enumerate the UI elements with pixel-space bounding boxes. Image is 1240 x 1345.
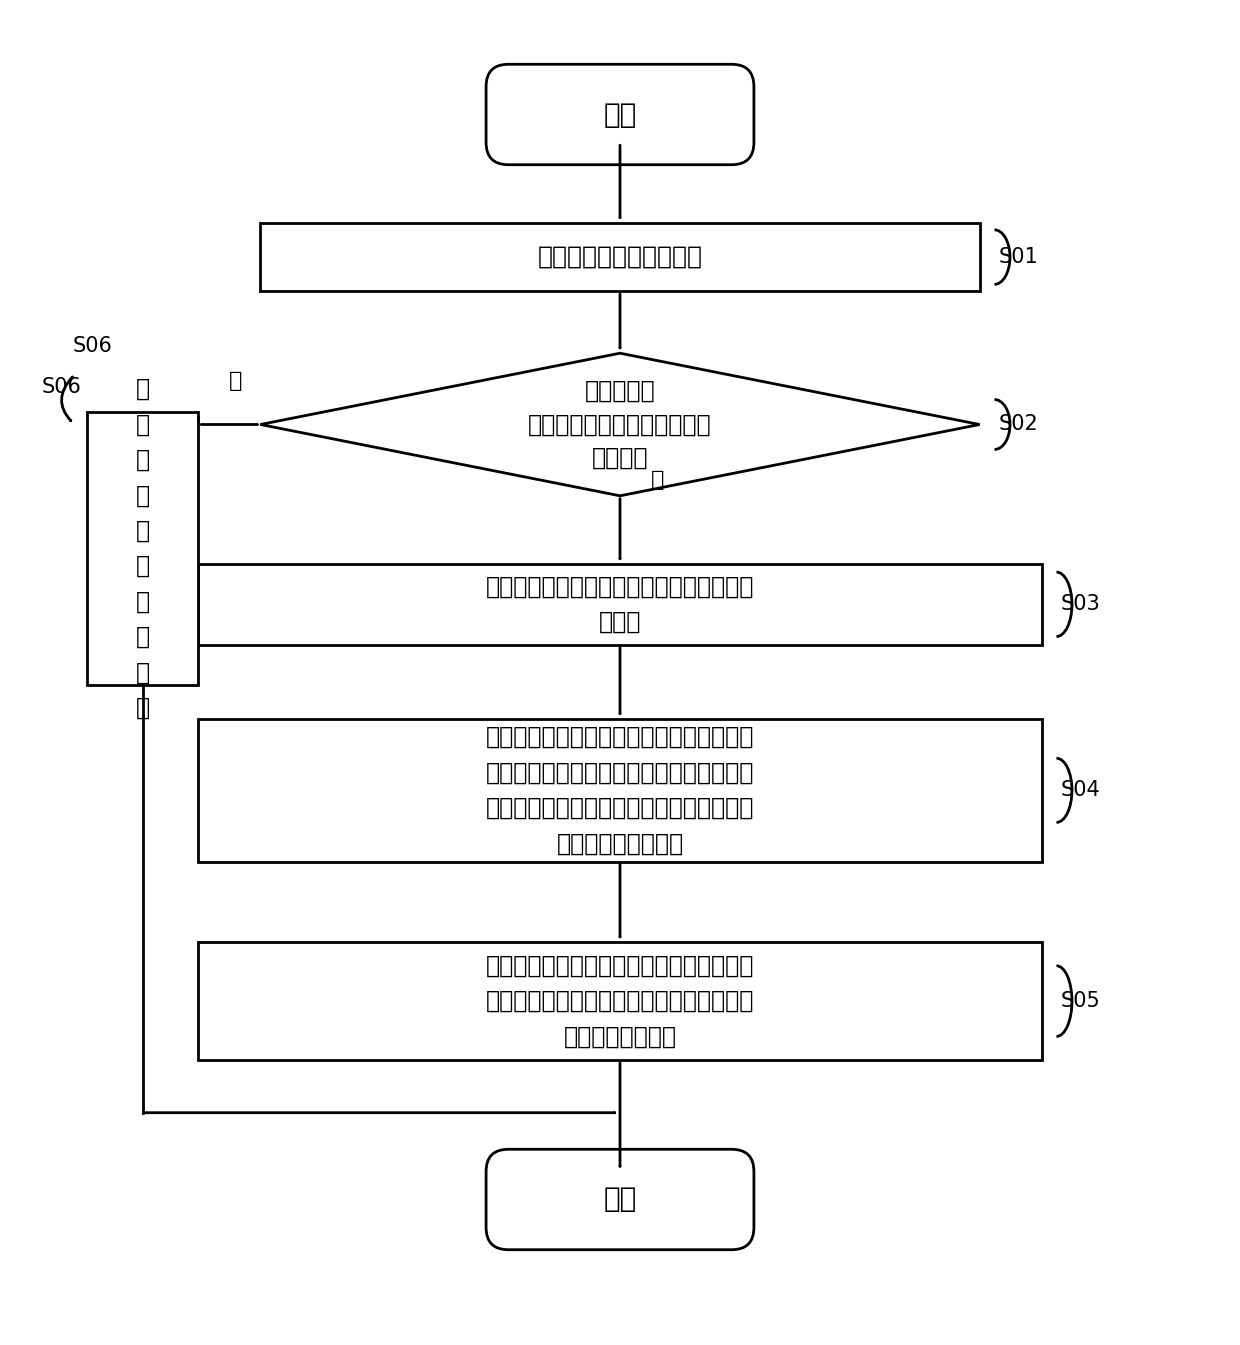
Text: 否: 否 (229, 371, 242, 391)
Polygon shape (260, 354, 980, 496)
Bar (198, 943, 1042, 1060)
Text: S02: S02 (998, 414, 1038, 434)
Text: S03: S03 (1060, 594, 1100, 615)
FancyBboxPatch shape (486, 65, 754, 164)
Text: 开始: 开始 (604, 101, 636, 129)
Text: S06: S06 (73, 336, 113, 356)
Bar (87, 412, 198, 685)
Bar (198, 564, 1042, 644)
Text: S05: S05 (1060, 991, 1100, 1011)
Text: S01: S01 (998, 247, 1038, 268)
Text: 拒
绝
接
收
所
述
访
问
请
求: 拒 绝 接 收 所 述 访 问 请 求 (135, 377, 150, 720)
FancyBboxPatch shape (486, 1149, 754, 1250)
Text: S04: S04 (1060, 780, 1100, 800)
Text: 结束: 结束 (604, 1185, 636, 1213)
Text: 根据所述访问请求的总数量或访问请求的类
型确认所述当前接口的新的限流阈值，并设
置所述新的限流阈值在单位时间内允许接收
的访问请求的最大值: 根据所述访问请求的总数量或访问请求的类 型确认所述当前接口的新的限流阈值，并设 … (486, 725, 754, 855)
Text: 将所述当前接口的限流阈值更新为新的限流
阈值，并根据所述新的限流阈值对所述当前
接口进行限流控制: 将所述当前接口的限流阈值更新为新的限流 阈值，并根据所述新的限流阈值对所述当前 … (486, 954, 754, 1049)
Text: 是: 是 (651, 471, 665, 491)
Text: 接收访问请
求并确认所述访问请求是否为
正常请求: 接收访问请 求并确认所述访问请求是否为 正常请求 (528, 379, 712, 469)
Text: S06: S06 (42, 378, 82, 397)
Bar (260, 223, 980, 292)
Text: 获取当前接口的限流阈值: 获取当前接口的限流阈值 (537, 245, 703, 269)
Bar (198, 720, 1042, 862)
Text: 统计预设时间内当前接口接收的访问请求的
总数量: 统计预设时间内当前接口接收的访问请求的 总数量 (486, 574, 754, 633)
